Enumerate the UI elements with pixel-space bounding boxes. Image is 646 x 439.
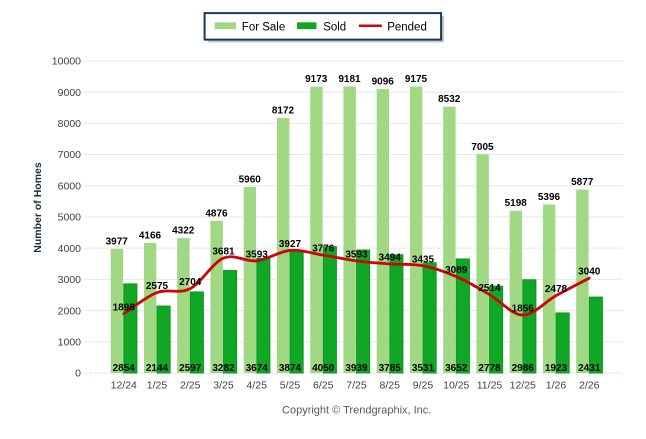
svg-text:5396: 5396 [538,192,561,203]
svg-text:5000: 5000 [58,212,82,224]
svg-text:2704: 2704 [179,277,202,288]
svg-text:1000: 1000 [58,337,82,349]
svg-text:2/25: 2/25 [180,380,201,392]
svg-text:4322: 4322 [172,226,195,237]
svg-text:3/25: 3/25 [213,380,234,392]
svg-text:3531: 3531 [412,363,435,374]
svg-text:1898: 1898 [113,302,136,313]
svg-text:2575: 2575 [146,281,169,292]
svg-text:12/24: 12/24 [111,380,137,392]
svg-text:3785: 3785 [379,363,402,374]
svg-text:10/25: 10/25 [443,380,469,392]
svg-text:1856: 1856 [512,304,535,315]
svg-text:3000: 3000 [58,274,82,286]
svg-text:For Sale: For Sale [242,22,285,34]
svg-text:7/25: 7/25 [346,380,367,392]
svg-text:2000: 2000 [58,305,82,317]
svg-text:4166: 4166 [139,230,162,241]
svg-text:3776: 3776 [312,244,335,255]
svg-text:Pended: Pended [387,22,427,34]
svg-text:9175: 9175 [405,74,428,85]
svg-text:6/25: 6/25 [313,380,334,392]
svg-text:3040: 3040 [578,267,601,278]
svg-text:3977: 3977 [106,236,129,247]
svg-text:5877: 5877 [571,177,594,188]
svg-text:9096: 9096 [372,77,395,88]
svg-text:3593: 3593 [345,249,368,260]
svg-text:3494: 3494 [379,252,402,263]
svg-text:2514: 2514 [478,283,501,294]
svg-text:Number of Homes: Number of Homes [32,162,44,253]
svg-text:4876: 4876 [205,208,228,219]
svg-text:3674: 3674 [246,363,269,374]
svg-text:12/25: 12/25 [510,380,536,392]
svg-text:Copyright © Trendgraphix, Inc.: Copyright © Trendgraphix, Inc. [282,405,431,417]
svg-text:5960: 5960 [239,174,262,185]
svg-text:2986: 2986 [512,363,535,374]
svg-text:4/25: 4/25 [247,380,268,392]
svg-text:8000: 8000 [58,118,82,130]
svg-text:8172: 8172 [272,105,295,116]
svg-text:8/25: 8/25 [380,380,401,392]
svg-text:1923: 1923 [545,363,568,374]
svg-text:11/25: 11/25 [477,380,503,392]
svg-text:3435: 3435 [412,254,435,265]
svg-text:3681: 3681 [212,247,235,258]
svg-text:2597: 2597 [179,363,202,374]
svg-text:5/25: 5/25 [280,380,301,392]
svg-text:10000: 10000 [52,56,81,68]
svg-text:3927: 3927 [279,239,302,250]
svg-text:3939: 3939 [345,363,368,374]
svg-text:5198: 5198 [505,198,528,209]
svg-text:9173: 9173 [305,74,328,85]
svg-text:7005: 7005 [471,142,494,153]
svg-text:6000: 6000 [58,180,82,192]
svg-text:3593: 3593 [246,249,269,260]
svg-text:7000: 7000 [58,149,82,161]
svg-text:2778: 2778 [478,363,501,374]
svg-text:9/25: 9/25 [413,380,434,392]
svg-text:9181: 9181 [338,74,361,85]
svg-text:3089: 3089 [445,265,468,276]
svg-text:2854: 2854 [113,363,136,374]
svg-text:3282: 3282 [212,363,235,374]
svg-text:2144: 2144 [146,363,169,374]
svg-text:8532: 8532 [438,94,461,105]
svg-text:2478: 2478 [545,284,568,295]
svg-text:0: 0 [75,368,81,380]
svg-text:4000: 4000 [58,243,82,255]
svg-text:2431: 2431 [578,363,601,374]
svg-text:4050: 4050 [312,363,335,374]
svg-text:Sold: Sold [323,22,346,34]
svg-text:9000: 9000 [58,87,82,99]
svg-text:3874: 3874 [279,363,302,374]
svg-text:1/26: 1/26 [546,380,567,392]
svg-text:1/25: 1/25 [147,380,168,392]
svg-text:3652: 3652 [445,363,468,374]
svg-text:2/26: 2/26 [579,380,600,392]
